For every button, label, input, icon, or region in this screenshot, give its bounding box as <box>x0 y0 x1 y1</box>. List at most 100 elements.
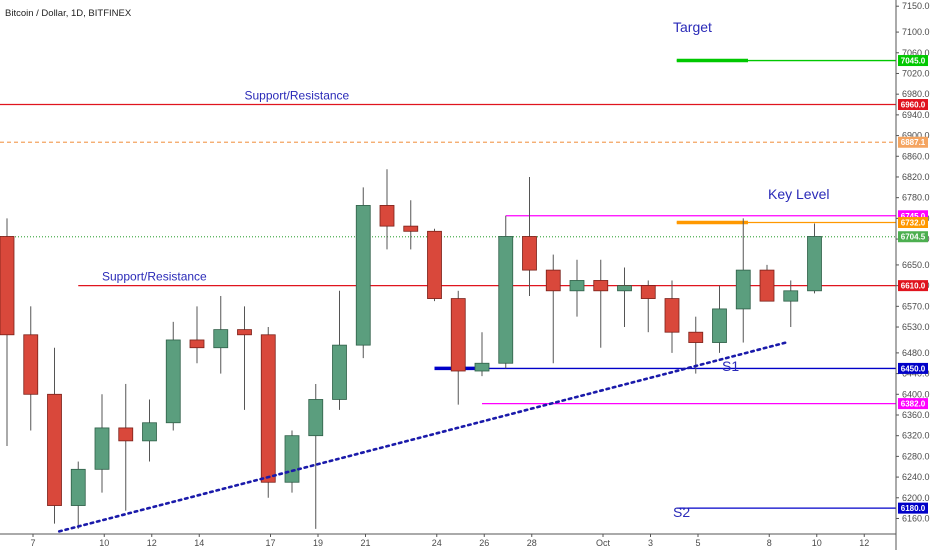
price-label-box <box>898 502 928 514</box>
candle-body <box>522 236 537 271</box>
y-tick-label: 6530.0 <box>902 322 930 332</box>
y-tick-label: 6820.0 <box>902 172 930 182</box>
candle-body <box>498 236 514 364</box>
price-label: 6887.1 <box>901 138 926 147</box>
y-tick-label: 6480.0 <box>902 348 930 358</box>
x-tick-label: 3 <box>648 538 653 548</box>
trendline <box>57 341 788 533</box>
candle-body <box>47 393 62 506</box>
candle-body <box>284 435 300 483</box>
candle-body <box>70 468 86 506</box>
candle-body <box>23 334 39 395</box>
price-label: 6704.5 <box>901 233 926 242</box>
y-tick-label: 6400.0 <box>902 389 930 399</box>
price-label-box <box>898 136 928 148</box>
x-tick-label: 28 <box>527 538 537 548</box>
y-tick-label: 7100.0 <box>902 27 930 37</box>
annotation-label: Target <box>673 19 712 35</box>
y-tick-label: 6650.0 <box>902 260 930 270</box>
y-tick-label: 6780.0 <box>902 193 930 203</box>
y-tick-label: 6240.0 <box>902 472 930 482</box>
candle-body <box>379 205 395 227</box>
price-label-box <box>898 231 928 243</box>
x-tick-label: 17 <box>265 538 275 548</box>
annotation-label: S2 <box>673 504 690 520</box>
candle-body <box>688 331 704 343</box>
price-label-box <box>898 99 928 111</box>
trendline-layer <box>57 341 788 533</box>
price-label-box <box>898 210 928 222</box>
y-tick-label: 6570.0 <box>902 301 930 311</box>
candle-body <box>807 236 822 292</box>
candle-body <box>260 334 276 483</box>
annotation-label: Support/Resistance <box>245 89 350 103</box>
candle-body <box>664 298 680 333</box>
x-tick-label: 8 <box>767 538 772 548</box>
candle-body <box>617 285 632 292</box>
y-tick-label: 6160.0 <box>902 513 930 523</box>
price-label: 6180.0 <box>901 504 926 513</box>
candle-body <box>237 329 252 336</box>
candle-body <box>474 362 490 372</box>
price-label: 6745.0 <box>901 212 926 221</box>
candle-body <box>735 269 751 310</box>
time-axis: 7 10 12 14 17 19 21 24 26 28 Oct 3 5 8 10 12 <box>0 533 896 548</box>
price-axis: 7150.0 7100.0 7060.0 7020.0 6980.0 6940.0 6900… <box>895 0 930 550</box>
candle-body <box>332 344 347 400</box>
candle-body <box>450 298 466 372</box>
x-tick-label: 24 <box>432 538 442 548</box>
y-tick-label: 7060.0 <box>902 48 930 58</box>
y-tick-label: 6860.0 <box>902 151 930 161</box>
price-label: 6450.0 <box>901 364 926 373</box>
candle-body <box>118 427 134 442</box>
annotation-label: Support/Resistance <box>102 270 207 284</box>
x-tick-label: 7 <box>30 538 35 548</box>
y-tick-label: 6320.0 <box>902 431 930 441</box>
price-label: 6732.0 <box>901 219 926 228</box>
price-label-box <box>898 217 928 228</box>
candle-body <box>355 205 371 346</box>
annotations: Target Support/Resistance Key Level Support… <box>102 19 829 520</box>
x-tick-label: 14 <box>194 538 204 548</box>
candle-body <box>213 329 229 349</box>
price-label: 7045.0 <box>901 57 926 66</box>
y-tick-label: 6280.0 <box>902 451 930 461</box>
candles <box>0 169 822 529</box>
x-tick-label: 12 <box>859 538 869 548</box>
x-tick-label: 26 <box>479 538 489 548</box>
candle-body <box>593 280 609 292</box>
price-label-box <box>898 280 928 292</box>
y-tick-label: 7150.0 <box>902 1 930 11</box>
candle-body <box>165 339 181 424</box>
candle-body <box>189 339 205 349</box>
price-label-box <box>898 55 928 67</box>
candle-body <box>427 230 442 299</box>
x-tick-label: 12 <box>147 538 157 548</box>
y-tick-label: 6200.0 <box>902 493 930 503</box>
candle-body <box>545 269 561 292</box>
y-tick-label: 6900.0 <box>902 131 930 141</box>
price-label-box <box>898 362 928 374</box>
candle-body <box>142 422 157 442</box>
candle-body <box>0 236 15 336</box>
candle-body <box>403 225 419 232</box>
annotation-label: Key Level <box>768 186 829 202</box>
x-tick-label: 10 <box>812 538 822 548</box>
price-label-box <box>898 398 928 410</box>
y-tick-label: 6360.0 <box>902 410 930 420</box>
y-tick-label: 6980.0 <box>902 89 930 99</box>
candle-body <box>569 280 585 292</box>
price-label: 6960.0 <box>901 101 926 110</box>
x-tick-label: 19 <box>313 538 323 548</box>
candle-body <box>94 427 110 470</box>
annotation-label: S1 <box>722 358 739 374</box>
candle-body <box>759 269 775 302</box>
candle-body <box>308 399 324 437</box>
candle-body <box>640 285 656 299</box>
chart-title: Bitcoin / Dollar, 1D, BITFINEX <box>5 8 132 19</box>
y-tick-label: 6940.0 <box>902 110 930 120</box>
x-tick-label: Oct <box>596 538 611 548</box>
x-tick-label: 5 <box>695 538 700 548</box>
